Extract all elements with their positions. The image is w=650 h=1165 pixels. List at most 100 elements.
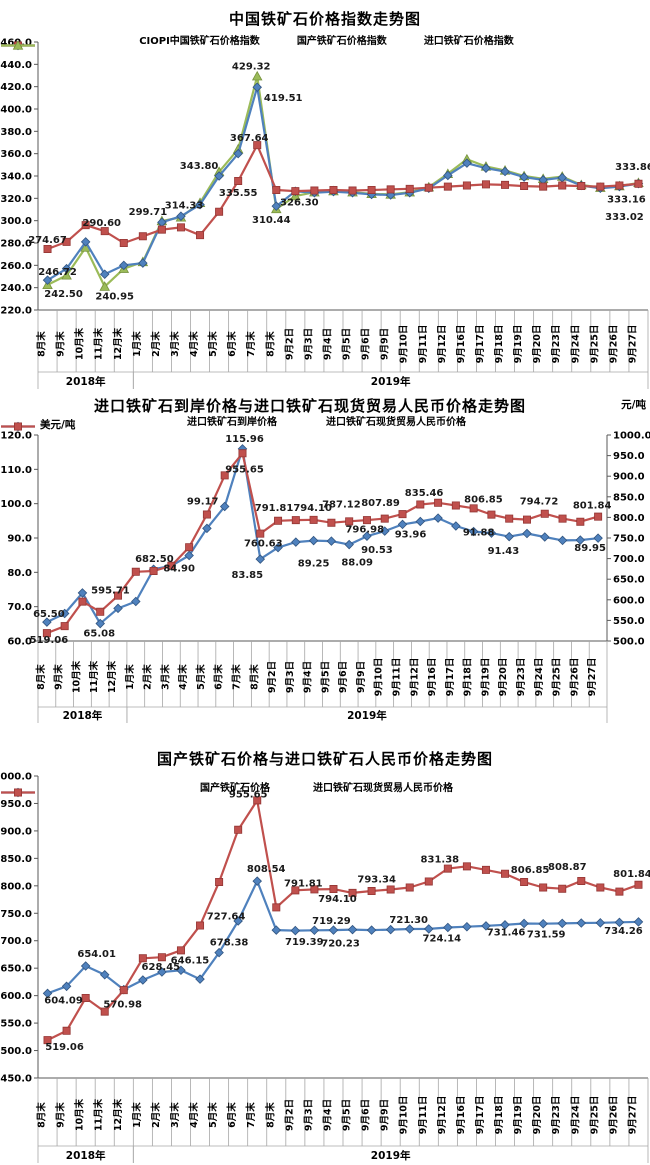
year-label: 2019年: [347, 709, 387, 722]
x-category-label: 9月末: [53, 664, 65, 690]
y-tick-label: 420.0: [0, 82, 32, 93]
series-1-marker: [380, 514, 389, 523]
series-0-marker: [131, 596, 141, 607]
x-category-label: 9月12日: [437, 325, 448, 364]
series-0-marker: [233, 916, 243, 926]
x-category-label: 9月9日: [380, 1099, 391, 1131]
data-label: 791.81: [284, 878, 323, 889]
x-category-label: 9月19日: [513, 1096, 524, 1135]
data-label: 807.89: [361, 498, 400, 509]
y-tick-label: 700.0: [0, 936, 32, 947]
x-category-label: 4月末: [188, 331, 200, 357]
series-1-marker: [386, 885, 395, 894]
x-category-label: 6月末: [213, 664, 225, 690]
series-0-marker: [273, 542, 283, 553]
x-category-label: 9月11日: [418, 1096, 429, 1135]
series-1-marker: [272, 903, 281, 912]
series-0-marker: [481, 921, 491, 931]
series-0-marker: [252, 82, 262, 92]
y-tick-label: 110.0: [0, 465, 32, 476]
year-label: 2018年: [66, 1149, 106, 1162]
x-category-label: 6月末: [226, 1102, 238, 1128]
series-1-marker: [469, 504, 478, 513]
series-1-marker: [634, 880, 643, 889]
series-0-marker: [500, 166, 510, 177]
series-0-marker: [557, 918, 567, 929]
series-0-marker: [557, 535, 568, 546]
x-category-label: 9月27日: [587, 658, 598, 697]
series-1-marker: [501, 180, 510, 189]
series-1-marker: [539, 883, 548, 892]
series-0-marker: [522, 528, 532, 539]
y-tick-label: 450.0: [0, 1074, 32, 1085]
series-0-marker: [99, 970, 110, 980]
series-0-marker: [61, 981, 72, 992]
x-category-label: 5月末: [207, 331, 219, 357]
series-1-marker: [520, 182, 529, 191]
series-1-marker: [43, 244, 52, 253]
series-0-marker: [77, 588, 88, 598]
x-category-label: 4月末: [177, 664, 189, 690]
series-1-marker: [62, 237, 71, 246]
data-label: 91.88: [463, 528, 495, 539]
x-category-label: 9月3日: [303, 1099, 314, 1131]
series-1-marker: [487, 510, 496, 519]
x-category-label: 9月19日: [480, 658, 491, 697]
data-label: 367.64: [230, 133, 269, 144]
series-1-marker: [424, 183, 433, 192]
series-0-marker: [119, 260, 129, 271]
series-1-marker: [274, 516, 283, 525]
data-label: 720.23: [321, 939, 360, 950]
series-1-marker: [253, 141, 262, 150]
series-0-marker: [95, 618, 105, 629]
data-label: 333.86: [615, 162, 650, 173]
data-label: 246.72: [38, 267, 77, 278]
series-1-marker: [367, 185, 376, 194]
series-1-marker: [42, 629, 51, 638]
x-category-label: 9月18日: [494, 1096, 505, 1135]
series-0-marker: [347, 924, 358, 935]
x-category-label: 9月10日: [374, 658, 385, 697]
y-tick-label: 1000.0: [613, 431, 650, 442]
series-1-marker: [558, 181, 567, 190]
y-tick-label: 500.0: [0, 1046, 32, 1057]
data-label: 955.65: [225, 464, 264, 475]
series-1-marker: [149, 566, 158, 575]
x-category-label: 9月9日: [380, 328, 391, 360]
x-category-label: 9月3日: [285, 661, 296, 693]
data-label: 794.72: [520, 497, 559, 508]
series-0-marker: [344, 539, 354, 550]
x-category-label: 5月末: [195, 664, 207, 690]
y-tick-label: 220.0: [0, 306, 32, 317]
series-0-marker: [255, 554, 266, 564]
series-1-marker: [462, 862, 471, 871]
series-1-marker: [443, 182, 452, 191]
y-tick-label: 60.0: [7, 637, 32, 648]
data-label: 333.16: [607, 195, 646, 206]
series-0-marker: [214, 171, 224, 181]
series-0-marker: [379, 526, 390, 536]
x-category-label: 2月末: [142, 664, 154, 690]
x-category-label: 3月末: [169, 331, 181, 357]
series-0-marker: [233, 148, 243, 159]
x-category-label: 11月末: [93, 1098, 105, 1131]
series-0-marker: [451, 521, 461, 531]
series-0-marker: [271, 925, 282, 935]
y-tick-label: 100.0: [0, 499, 32, 510]
x-category-label: 9月末: [55, 331, 67, 357]
x-category-label: 9月16日: [456, 325, 467, 364]
data-label: 724.14: [423, 933, 462, 944]
series-1-marker: [196, 921, 205, 930]
series-1-marker: [202, 510, 211, 519]
y-tick-label: 950.0: [0, 799, 32, 810]
x-category-label: 12月末: [112, 1098, 124, 1131]
series-0-marker: [80, 237, 91, 247]
x-category-label: 9月24日: [570, 325, 581, 364]
data-label: 570.98: [103, 1000, 142, 1011]
index-trend-chart: 220.0 240.0 260.0 280.0 300.0 320.0 340.0 360.0…: [0, 38, 650, 389]
x-category-label: 3月末: [169, 1102, 181, 1128]
series-1-marker: [176, 223, 185, 232]
x-category-label: 8月末: [36, 1102, 48, 1128]
data-label: 335.55: [219, 188, 258, 199]
series-1-marker: [615, 887, 624, 896]
